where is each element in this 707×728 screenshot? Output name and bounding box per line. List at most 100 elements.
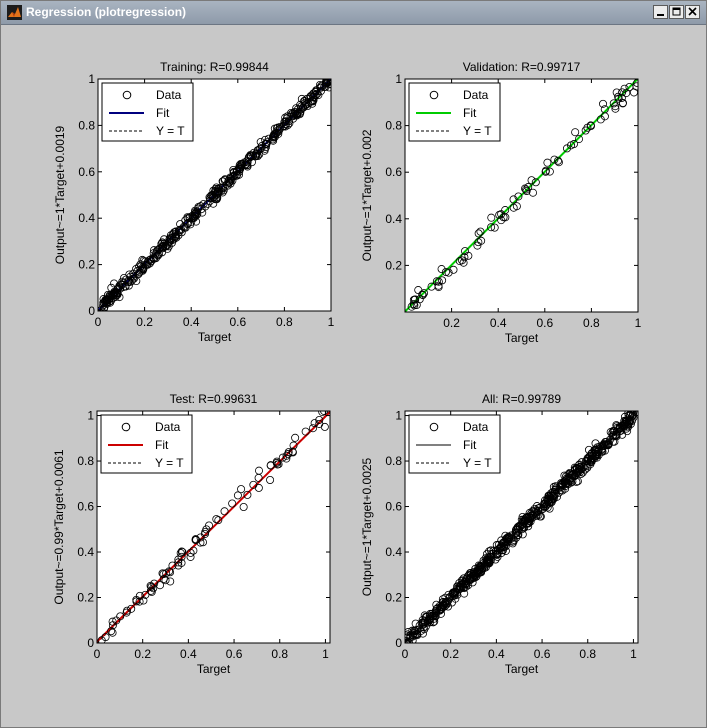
chart-title: Test: R=0.99631	[170, 392, 258, 406]
y-tick-label: 0.6	[385, 500, 402, 514]
data-point	[539, 504, 548, 513]
x-tick-label: 0.4	[180, 647, 197, 661]
data-point	[146, 586, 155, 595]
data-point	[158, 569, 167, 578]
close-button[interactable]	[685, 5, 700, 19]
y-tick-label: 0.2	[78, 258, 95, 272]
x-tick-label: 0.4	[488, 647, 505, 661]
data-point	[560, 471, 569, 480]
legend-data-label: Data	[463, 420, 489, 434]
data-point	[274, 126, 283, 135]
data-point	[104, 295, 113, 304]
data-point	[297, 94, 306, 103]
legend[interactable]: Data Fit Y = T	[408, 82, 501, 142]
data-point	[571, 128, 580, 137]
minimize-icon	[657, 14, 664, 16]
data-point	[435, 606, 444, 615]
plot-marks	[98, 79, 331, 311]
data-point	[121, 282, 130, 291]
data-point	[526, 514, 535, 523]
data-point	[483, 549, 492, 558]
x-tick-label: 0.4	[183, 315, 200, 329]
data-point	[256, 137, 265, 146]
data-point	[256, 144, 265, 153]
legend-data-label: Data	[463, 88, 489, 102]
data-point	[527, 176, 536, 185]
data-point	[427, 610, 436, 619]
data-point	[498, 546, 507, 555]
data-point	[266, 461, 275, 470]
data-point	[564, 473, 573, 482]
data-point	[218, 177, 227, 186]
data-point	[573, 469, 582, 478]
data-point	[524, 522, 533, 531]
data-point	[590, 446, 599, 455]
data-point	[485, 547, 494, 556]
data-point	[439, 597, 448, 606]
data-point	[521, 185, 530, 194]
axes-box	[96, 410, 331, 644]
data-point	[534, 504, 543, 513]
data-point	[550, 155, 559, 164]
data-point	[583, 123, 592, 132]
x-tick-label: 0.8	[276, 315, 293, 329]
chart-title: Validation: R=0.99717	[463, 60, 581, 74]
data-point	[126, 272, 135, 281]
data-point	[574, 135, 583, 144]
legend-data-marker	[121, 422, 131, 432]
data-point	[475, 566, 484, 575]
data-point	[585, 452, 594, 461]
minimize-button[interactable]	[653, 5, 668, 19]
data-point	[609, 99, 618, 108]
data-point	[444, 268, 453, 277]
x-tick-label: 0.2	[443, 316, 460, 330]
data-point	[127, 277, 136, 286]
data-point	[563, 478, 572, 487]
data-point	[555, 483, 564, 492]
data-point	[549, 494, 558, 503]
data-point	[320, 411, 329, 415]
data-point	[102, 297, 111, 306]
legend[interactable]: Data Fit Y = T	[408, 414, 501, 474]
data-point	[235, 167, 244, 176]
data-point	[136, 266, 145, 275]
data-point	[191, 535, 200, 544]
y-tick-label: 0.4	[77, 545, 94, 559]
title-bar[interactable]: Regression (plotregression)	[1, 1, 706, 25]
data-point	[132, 597, 141, 606]
data-point	[583, 454, 592, 463]
maximize-button[interactable]	[669, 5, 684, 19]
data-point	[149, 246, 158, 255]
data-point	[476, 227, 485, 236]
legend[interactable]: Data Fit Y = T	[100, 414, 193, 474]
data-point	[326, 79, 331, 85]
data-point	[288, 448, 297, 457]
data-point	[462, 579, 471, 588]
data-point	[419, 618, 428, 627]
data-point	[254, 483, 263, 492]
data-point	[432, 277, 441, 286]
data-point	[501, 213, 510, 222]
data-point	[293, 105, 302, 114]
data-point	[570, 140, 579, 149]
y-tick-label: 0.8	[77, 454, 94, 468]
data-point	[521, 184, 530, 193]
window-title: Regression (plotregression)	[26, 5, 187, 19]
data-point	[156, 581, 165, 590]
legend-yt-label: Y = T	[156, 124, 185, 138]
data-point	[509, 195, 518, 204]
x-tick-label: 0	[94, 647, 101, 661]
data-point	[166, 235, 175, 244]
data-point	[147, 582, 156, 591]
legend-data-marker	[429, 90, 439, 100]
data-point	[474, 229, 483, 238]
data-point	[232, 171, 241, 180]
data-point	[622, 89, 631, 98]
x-axis-label: Target	[505, 662, 539, 676]
data-point	[614, 94, 623, 103]
data-point	[147, 587, 156, 596]
x-tick-label: 0.6	[534, 647, 551, 661]
data-point	[497, 216, 506, 225]
legend[interactable]: Data Fit Y = T	[101, 82, 194, 142]
